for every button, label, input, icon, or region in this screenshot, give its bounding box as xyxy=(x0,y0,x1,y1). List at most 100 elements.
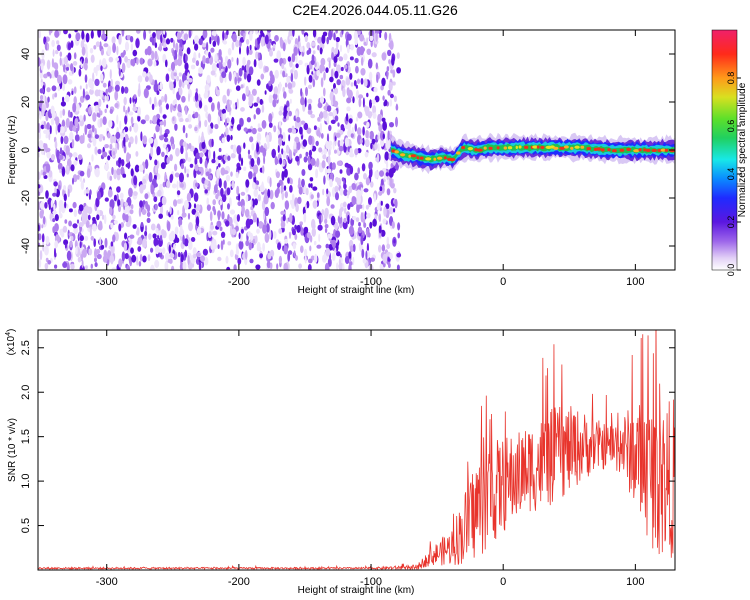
noise-speckle xyxy=(86,247,89,254)
signal-peak xyxy=(503,146,507,150)
y-tick-label: 1.5 xyxy=(20,429,32,444)
noise-speckle xyxy=(199,157,203,164)
noise-speckle xyxy=(211,102,215,112)
noise-speckle xyxy=(164,252,170,261)
noise-speckle xyxy=(324,211,328,221)
noise-speckle xyxy=(102,136,106,141)
noise-region xyxy=(38,30,402,270)
noise-speckle xyxy=(181,212,187,218)
noise-speckle xyxy=(39,111,42,120)
noise-speckle xyxy=(262,147,267,158)
noise-speckle xyxy=(213,208,217,216)
noise-speckle xyxy=(347,214,350,225)
noise-speckle xyxy=(67,79,73,85)
noise-speckle xyxy=(84,235,89,242)
noise-speckle xyxy=(252,182,256,190)
noise-speckle xyxy=(154,259,160,268)
noise-speckle xyxy=(93,45,97,50)
noise-speckle xyxy=(377,143,380,152)
noise-speckle xyxy=(63,239,69,246)
noise-speckle xyxy=(396,264,400,270)
noise-speckle xyxy=(156,30,160,39)
noise-speckle xyxy=(113,220,118,225)
noise-speckle xyxy=(286,217,289,224)
noise-speckle xyxy=(65,117,70,128)
noise-speckle xyxy=(239,46,241,55)
noise-speckle xyxy=(236,214,240,222)
noise-speckle xyxy=(38,233,42,241)
snr-y-axis-label: SNR (10 * v/v) xyxy=(7,418,18,482)
noise-speckle xyxy=(57,74,62,84)
noise-speckle xyxy=(97,30,102,38)
noise-speckle xyxy=(195,252,201,257)
noise-speckle xyxy=(171,143,175,150)
noise-speckle xyxy=(67,188,70,198)
noise-speckle xyxy=(120,166,125,176)
noise-speckle xyxy=(109,254,115,264)
noise-speckle xyxy=(124,133,129,143)
noise-speckle xyxy=(381,77,386,87)
noise-speckle xyxy=(161,229,165,236)
noise-speckle xyxy=(393,95,397,103)
noise-speckle xyxy=(257,194,261,202)
noise-speckle xyxy=(382,120,387,131)
noise-speckle xyxy=(321,209,325,216)
noise-speckle xyxy=(139,254,143,262)
signal-peak xyxy=(660,148,666,152)
noise-speckle xyxy=(53,203,56,213)
noise-speckle xyxy=(255,30,258,35)
colorbar-tick-label: 0.6 xyxy=(726,120,736,133)
noise-speckle xyxy=(351,196,357,206)
noise-speckle xyxy=(392,81,396,86)
noise-speckle xyxy=(243,32,246,41)
noise-speckle xyxy=(332,141,335,150)
noise-speckle xyxy=(153,183,158,188)
signal-peak xyxy=(449,158,456,162)
noise-speckle xyxy=(63,30,68,35)
noise-speckle xyxy=(148,172,153,183)
noise-speckle xyxy=(178,79,182,89)
noise-speckle xyxy=(45,111,49,122)
noise-speckle xyxy=(71,138,75,149)
noise-speckle xyxy=(196,226,202,236)
noise-speckle xyxy=(333,56,338,63)
signal-peak xyxy=(467,147,474,151)
noise-speckle xyxy=(256,132,262,142)
noise-speckle xyxy=(123,96,127,106)
noise-speckle xyxy=(385,203,390,210)
noise-speckle xyxy=(251,127,257,135)
noise-speckle xyxy=(249,258,254,264)
noise-speckle xyxy=(109,69,112,80)
noise-speckle xyxy=(51,85,57,92)
noise-speckle xyxy=(363,222,367,228)
noise-speckle xyxy=(131,254,137,263)
noise-speckle xyxy=(81,259,84,268)
noise-speckle xyxy=(104,108,107,114)
noise-speckle xyxy=(378,123,383,132)
noise-speckle xyxy=(249,155,252,160)
noise-speckle xyxy=(318,233,321,242)
noise-speckle xyxy=(116,168,121,176)
noise-speckle xyxy=(349,72,353,80)
noise-speckle xyxy=(88,106,92,115)
noise-speckle xyxy=(172,87,175,95)
noise-speckle xyxy=(386,243,391,250)
noise-speckle xyxy=(54,214,59,222)
noise-speckle xyxy=(208,231,212,239)
noise-speckle xyxy=(234,76,237,86)
noise-speckle xyxy=(82,88,85,99)
noise-speckle xyxy=(95,197,100,208)
noise-speckle xyxy=(204,189,208,194)
noise-speckle xyxy=(201,42,207,48)
signal-peak xyxy=(391,149,396,153)
noise-speckle xyxy=(74,30,78,33)
noise-speckle xyxy=(46,122,50,130)
noise-speckle xyxy=(245,179,250,188)
noise-speckle xyxy=(258,34,262,42)
noise-speckle xyxy=(285,144,290,154)
noise-speckle xyxy=(101,214,105,220)
noise-speckle xyxy=(251,88,257,96)
noise-speckle xyxy=(273,231,277,239)
noise-speckle xyxy=(343,183,347,190)
noise-speckle xyxy=(338,145,344,152)
